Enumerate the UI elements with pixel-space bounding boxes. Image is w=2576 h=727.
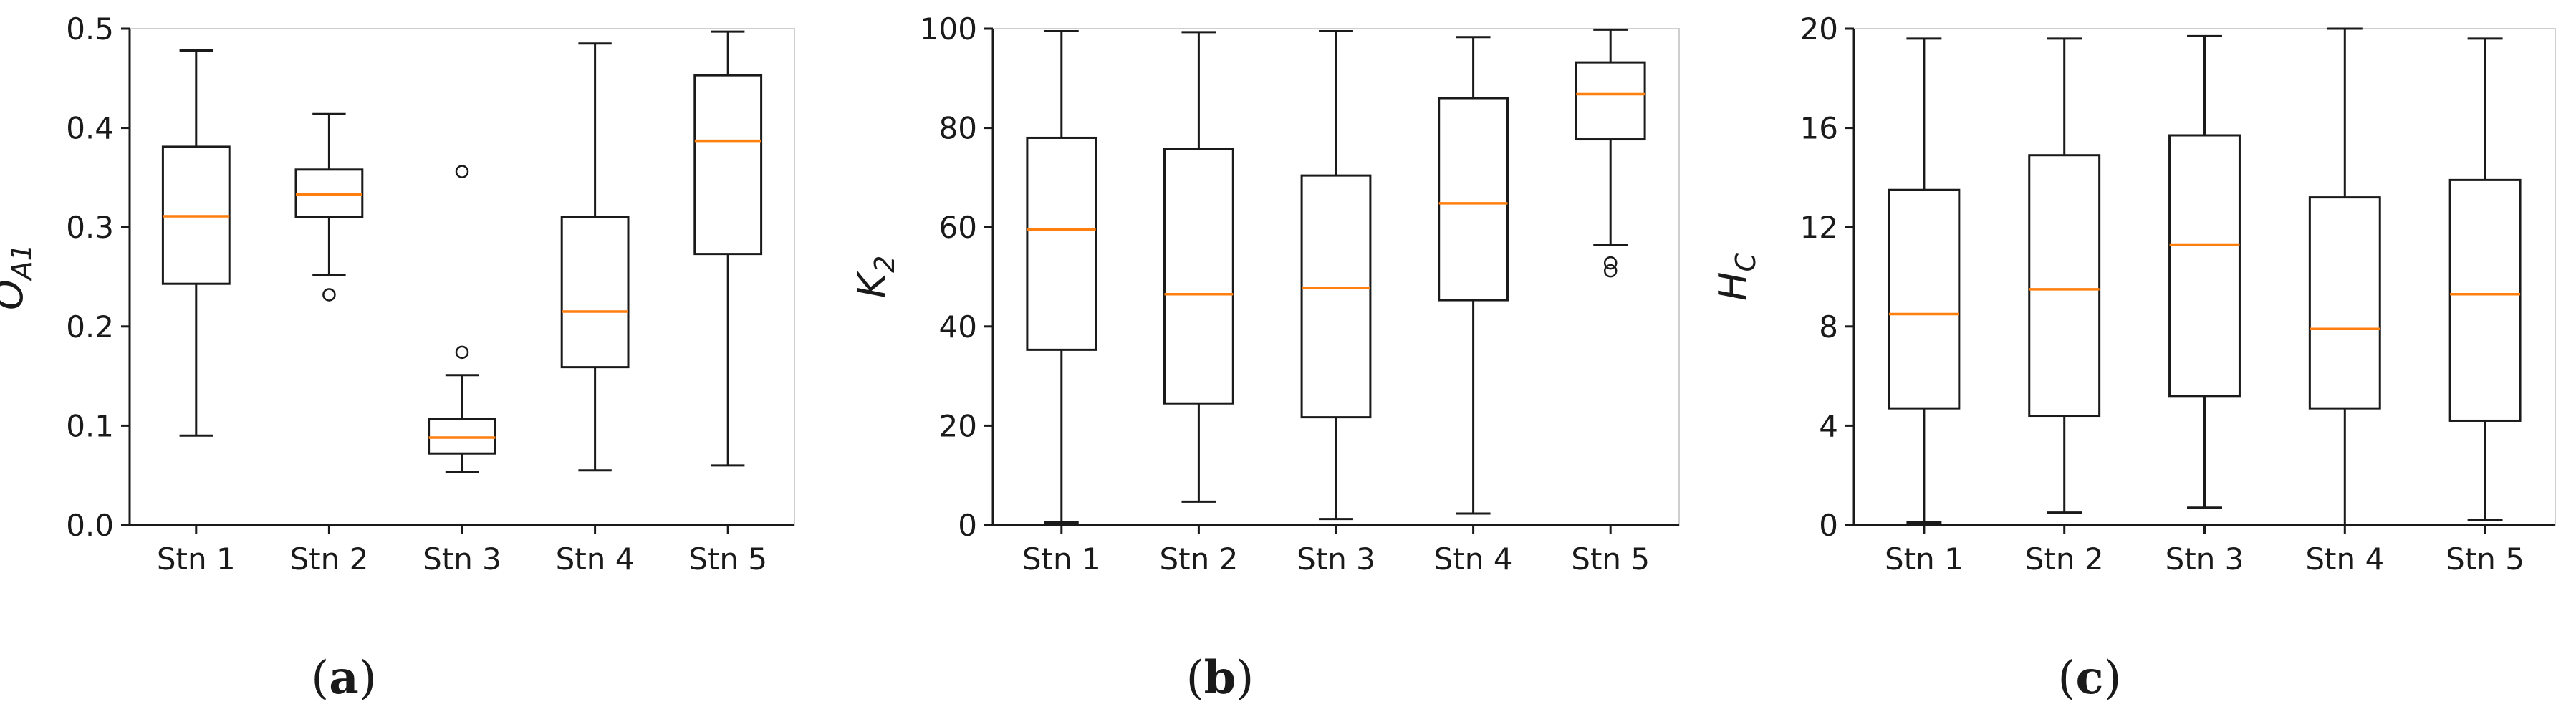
y-tick-label: 8	[1819, 309, 1838, 345]
y-tick-label: 0.1	[66, 408, 114, 443]
x-tick-label: Stn 5	[1571, 541, 1650, 577]
panel-caption: (b)	[1186, 651, 1254, 705]
x-tick-label: Stn 2	[289, 541, 368, 577]
iqr-box	[1163, 148, 1234, 405]
y-axis-label: K2	[850, 256, 900, 299]
iqr-box	[2168, 134, 2241, 398]
iqr-box	[1026, 136, 1097, 351]
iqr-box	[560, 216, 630, 369]
box-4	[1438, 36, 1509, 515]
box-2	[294, 112, 364, 302]
box-1	[1888, 37, 1961, 524]
x-tick-label: Stn 4	[556, 541, 635, 577]
outlier-point	[455, 345, 469, 360]
y-tick-label: 60	[939, 210, 977, 245]
chart-panel-3: 0 4 8 12 16 20 Stn 1 Stn 2 Stn 3 Stn 4 Stn 5 HC (c)	[1711, 11, 2556, 705]
y-tick-label: 100	[920, 11, 977, 47]
x-tick-label: Stn 4	[2305, 541, 2384, 577]
iqr-box	[2308, 196, 2381, 410]
chart-panel-1: 0.0 0.1 0.2 0.3 0.4 0.5 Stn 1 Stn 2 Stn 3 Stn 4 St…	[0, 11, 795, 705]
panel-caption: (c)	[2058, 651, 2122, 705]
y-tick-label: 0.0	[66, 508, 114, 543]
outlier-point	[322, 288, 336, 302]
y-tick-label: 0.4	[66, 111, 114, 146]
iqr-box	[1575, 61, 1646, 141]
iqr-box	[1888, 188, 1961, 410]
x-tick-label: Stn 1	[1885, 541, 1964, 577]
x-tick-label: Stn 2	[2025, 541, 2104, 577]
iqr-box	[1438, 97, 1509, 302]
y-axis-label: HC	[1711, 252, 1762, 301]
box-2	[2028, 37, 2101, 514]
box-5	[1575, 28, 1646, 278]
outlier-point	[1603, 264, 1618, 278]
box-1	[1026, 29, 1097, 524]
box-5	[693, 30, 763, 467]
y-tick-label: 0	[1819, 508, 1838, 543]
box-3	[2168, 34, 2241, 509]
outlier-point	[1603, 256, 1618, 270]
x-tick-label: Stn 2	[1159, 541, 1238, 577]
y-tick-label: 20	[939, 408, 977, 443]
chart-panel-2: 0 20 40 60 80 100 Stn 1 Stn 2 Stn 3 Stn 4 Stn 5 K2 (…	[850, 11, 1680, 705]
box-3	[428, 165, 496, 474]
y-axis-label: OA1	[0, 244, 37, 310]
iqr-box	[428, 418, 496, 455]
box-1	[161, 49, 231, 437]
y-tick-label: 0.2	[66, 309, 114, 345]
outlier-point	[455, 165, 469, 178]
y-tick-label: 4	[1819, 408, 1838, 443]
iqr-box	[2028, 154, 2101, 418]
x-tick-label: Stn 4	[1434, 541, 1513, 577]
y-tick-label: 12	[1800, 210, 1838, 245]
box-3	[1300, 29, 1372, 521]
y-tick-label: 16	[1800, 111, 1838, 146]
iqr-box	[1300, 174, 1372, 419]
y-tick-label: 20	[1800, 11, 1838, 47]
x-tick-label: Stn 1	[157, 541, 236, 577]
y-tick-label: 0.3	[66, 210, 114, 245]
y-tick-label: 40	[939, 309, 977, 345]
y-tick-label: 80	[939, 111, 977, 146]
x-tick-label: Stn 3	[1297, 541, 1375, 577]
box-2	[1163, 31, 1234, 503]
box-4	[560, 42, 630, 472]
box-5	[2448, 37, 2522, 521]
x-tick-label: Stn 5	[2446, 541, 2524, 577]
iqr-box	[693, 74, 763, 256]
iqr-box	[2448, 178, 2522, 422]
box-4	[2308, 27, 2381, 526]
panel-caption: (a)	[311, 651, 376, 705]
y-tick-label: 0.5	[66, 11, 114, 47]
x-tick-label: Stn 3	[423, 541, 501, 577]
y-tick-label: 0	[958, 508, 977, 543]
x-tick-label: Stn 1	[1022, 541, 1101, 577]
x-tick-label: Stn 3	[2166, 541, 2244, 577]
x-tick-label: Stn 5	[688, 541, 767, 577]
